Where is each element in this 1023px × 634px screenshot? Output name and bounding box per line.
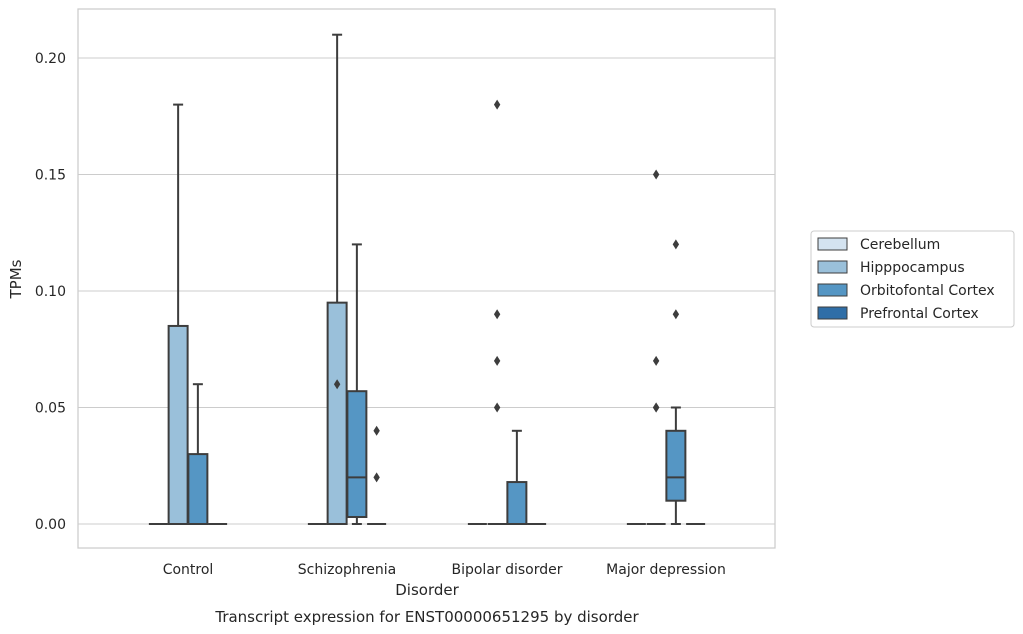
x-tick-label: Schizophrenia	[298, 562, 396, 578]
box-group	[665, 239, 687, 525]
box	[506, 481, 528, 525]
box-group	[506, 429, 528, 525]
outlier-point	[333, 379, 341, 390]
legend-items: Cerebellum Hipppocampus Orbitofontal Corte…	[817, 237, 995, 322]
y-tick-label: 0.15	[35, 168, 66, 184]
outlier-point	[652, 169, 660, 180]
box-group	[346, 243, 368, 525]
legend-label: Prefrontal Cortex	[860, 306, 979, 322]
x-tick-label: Major depression	[606, 562, 726, 578]
outlier-point	[493, 402, 501, 413]
outlier-point	[672, 239, 680, 250]
box-group	[187, 383, 209, 526]
x-tick-label: Bipolar disorder	[451, 562, 562, 578]
y-tick-label: 0.00	[35, 517, 66, 533]
box	[187, 453, 209, 526]
y-tick-label: 0.20	[35, 51, 66, 67]
y-axis-ticks: 0.00 0.05 0.10 0.15 0.20	[35, 51, 66, 533]
box-group	[487, 99, 507, 525]
chart-caption: Transcript expression for ENST0000065129…	[214, 608, 639, 626]
legend: Cerebellum Hipppocampus Orbitofontal Corte…	[810, 230, 1015, 328]
legend-swatch	[817, 306, 848, 320]
outlier-point	[493, 309, 501, 320]
plot-frame	[77, 8, 776, 549]
box-group	[167, 103, 189, 526]
legend-label: Cerebellum	[860, 237, 940, 253]
y-tick-label: 0.05	[35, 401, 66, 417]
outlier-point	[373, 425, 380, 436]
legend-frame	[810, 230, 1015, 328]
outlier-point	[652, 355, 660, 366]
y-tick-label: 0.10	[35, 284, 66, 300]
x-axis-ticks: Control Schizophrenia Bipolar disorder Majo…	[163, 562, 726, 578]
outlier-point	[493, 99, 501, 110]
outlier-point	[493, 355, 501, 366]
box-group	[326, 33, 348, 525]
box	[665, 429, 687, 502]
box	[326, 301, 348, 525]
box	[167, 324, 189, 526]
box	[346, 390, 368, 519]
y-axis-label: TPMs	[7, 259, 25, 299]
legend-swatch	[817, 260, 848, 274]
x-tick-label: Control	[163, 562, 214, 578]
legend-label: Orbitofontal Cortex	[860, 283, 995, 299]
box-plot-marks	[148, 33, 706, 526]
x-axis-label: Disorder	[395, 581, 459, 599]
legend-swatch	[817, 237, 848, 251]
legend-label: Hipppocampus	[860, 260, 965, 276]
box-group	[367, 425, 387, 525]
box-group	[646, 169, 666, 525]
outlier-point	[652, 402, 660, 413]
legend-swatch	[817, 283, 848, 297]
outlier-point	[672, 309, 680, 320]
outlier-point	[373, 472, 380, 483]
